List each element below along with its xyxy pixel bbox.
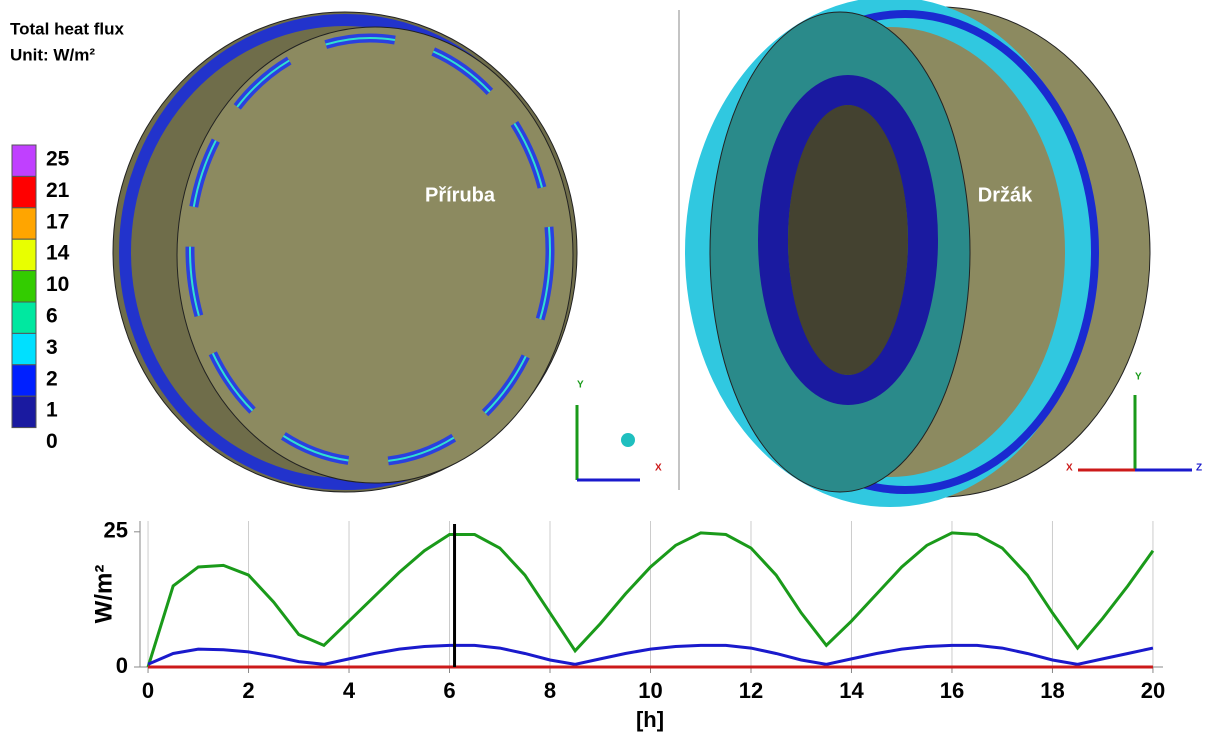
- x-tick-label: 6: [443, 678, 455, 703]
- legend-swatch: [11, 301, 37, 334]
- legend-swatch: [11, 238, 37, 272]
- x-tick-label: 18: [1040, 678, 1064, 703]
- legend-unit: Unit: W/m²: [10, 45, 95, 64]
- legend-level: 14: [46, 242, 70, 265]
- legend-level: 2: [46, 367, 58, 390]
- axis-label: Y: [577, 380, 584, 391]
- legend-swatch: [11, 207, 37, 240]
- triad-left: Y X: [575, 380, 662, 482]
- axis-label: Y: [1135, 372, 1142, 383]
- axis-label: Z: [1196, 463, 1202, 474]
- x-tick-label: 4: [343, 678, 356, 703]
- y-axis-label: W/m²: [90, 565, 117, 624]
- part-label: Příruba: [425, 184, 496, 206]
- series-line: [147, 643, 1154, 666]
- legend-swatch: [11, 175, 37, 209]
- x-tick-label: 20: [1141, 678, 1165, 703]
- right-part: Držák: [685, 0, 1151, 507]
- left-part: Příruba: [112, 11, 578, 493]
- legend-title: Total heat flux: [10, 19, 125, 38]
- x-axis-label: [h]: [636, 707, 664, 732]
- legend-swatch: [11, 395, 37, 429]
- x-tick-label: 14: [839, 678, 864, 703]
- x-tick-label: 2: [242, 678, 254, 703]
- y-tick-label: 0: [116, 653, 128, 678]
- part-label: Držák: [978, 184, 1033, 206]
- legend-swatch: [11, 332, 37, 366]
- x-tick-label: 8: [544, 678, 556, 703]
- legend-swatch: [11, 364, 37, 397]
- x-tick-label: 12: [739, 678, 763, 703]
- triad-right: Y X Z: [1066, 372, 1202, 474]
- legend-swatch: [11, 144, 37, 177]
- legend-swatch: [11, 270, 37, 303]
- legend-level: 17: [46, 210, 69, 233]
- legend-level: 0: [46, 430, 58, 453]
- legend-level: 25: [46, 148, 70, 171]
- legend-level: 3: [46, 336, 58, 359]
- legend-level: 21: [46, 179, 70, 202]
- legend-level: 1: [46, 399, 58, 422]
- x-tick-label: 16: [940, 678, 964, 703]
- series-line: [146, 531, 1155, 668]
- y-tick-label: 25: [104, 518, 128, 543]
- axis-label: X: [655, 463, 662, 474]
- legend-level: 6: [46, 305, 58, 328]
- x-tick-label: 10: [638, 678, 662, 703]
- axis-label: X: [1066, 463, 1073, 474]
- legend-level: 10: [46, 273, 69, 296]
- x-tick-label: 0: [142, 678, 154, 703]
